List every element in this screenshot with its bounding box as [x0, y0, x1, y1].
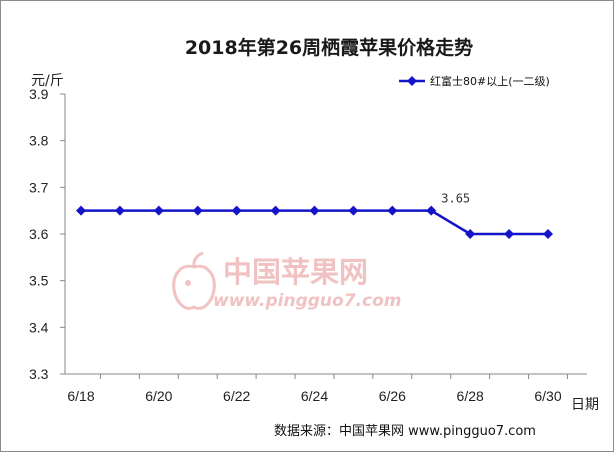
- x-tick-label: 6/26: [379, 388, 406, 404]
- legend-label: 红富士80#以上(一二级): [430, 74, 550, 88]
- data-point: [192, 205, 203, 216]
- x-tick-label: 6/18: [67, 388, 94, 404]
- watermark: 中国苹果网 www.pingguo7.com: [172, 251, 401, 311]
- axes: 3.3 3.4 3.5 3.6 3.7 3.8 3.9 6/18 6/20 6/22 6/24 6/2…: [29, 86, 587, 404]
- data-point: [153, 205, 164, 216]
- legend: 红富士80#以上(一二级): [399, 74, 550, 88]
- data-label: 3.65: [441, 192, 470, 206]
- x-tick-label: 6/28: [457, 388, 484, 404]
- data-point: [504, 229, 515, 239]
- y-tick-label: 3.6: [29, 226, 49, 242]
- x-tick-label: 6/30: [534, 388, 561, 404]
- data-point: [309, 205, 320, 216]
- data-point: [270, 205, 281, 216]
- x-tick-label: 6/24: [301, 388, 328, 404]
- y-tick-label: 3.8: [29, 133, 49, 149]
- y-tick-label: 3.7: [29, 179, 49, 195]
- plot-area: 3.65: [76, 192, 553, 239]
- x-tick-label: 6/22: [223, 388, 250, 404]
- y-tick-label: 3.9: [29, 86, 49, 102]
- data-point: [348, 205, 359, 216]
- watermark-name: 中国苹果网: [223, 255, 368, 289]
- y-axis-label: 元/斤: [31, 73, 64, 89]
- y-tick-label: 3.4: [29, 319, 49, 335]
- source-note: 数据来源：中国苹果网 www.pingguo7.com: [274, 424, 536, 439]
- apple-logo-icon: [172, 251, 216, 310]
- data-point: [426, 205, 437, 216]
- x-axis-label: 日期: [571, 397, 599, 413]
- data-point: [114, 205, 125, 216]
- watermark-url: www.pingguo7.com: [213, 291, 401, 311]
- chart-title: 2018年第26周栖霞苹果价格走势: [185, 36, 473, 59]
- data-point: [76, 205, 86, 216]
- y-tick-label: 3.5: [29, 273, 49, 289]
- data-point: [543, 229, 553, 239]
- data-point: [387, 205, 398, 216]
- x-tick-label: 6/20: [145, 388, 172, 404]
- legend-marker: [407, 76, 417, 86]
- data-point: [465, 229, 476, 239]
- y-tick-label: 3.3: [29, 366, 49, 382]
- data-point: [231, 205, 242, 216]
